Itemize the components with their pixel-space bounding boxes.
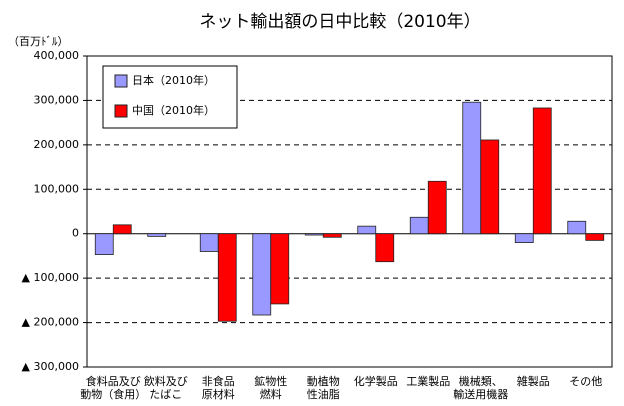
x-tick-label: 工業製品 xyxy=(406,374,450,388)
x-tick-label: 雑製品 xyxy=(517,374,550,388)
legend-swatch xyxy=(114,74,128,88)
bar xyxy=(409,216,429,235)
bar xyxy=(427,180,447,235)
bar xyxy=(514,233,534,243)
bar xyxy=(304,233,324,236)
x-tick-label: 機械類、輸送用機器 xyxy=(453,374,508,401)
x-tick-label: 食料品及び動物（食用） xyxy=(80,374,146,401)
bar xyxy=(147,233,167,237)
bar xyxy=(199,233,219,252)
y-tick-label: ▲ 300,000 xyxy=(22,360,79,373)
y-tick-label: 300,000 xyxy=(34,93,80,106)
y-unit: （百万ﾄﾞﾙ） xyxy=(8,35,69,48)
bar xyxy=(322,233,342,238)
y-tick-label: 400,000 xyxy=(34,49,80,62)
y-tick-label: 200,000 xyxy=(34,138,80,151)
bar xyxy=(94,233,114,255)
x-tick-label: 鉱物性燃料 xyxy=(254,374,287,401)
bar xyxy=(532,107,552,235)
x-tick-label: 動植物性油脂 xyxy=(307,374,340,401)
chart-title: ネット輸出額の日中比較（2010年） xyxy=(199,12,480,32)
legend-label: 中国（2010年） xyxy=(132,103,215,117)
bar xyxy=(252,233,272,316)
bar xyxy=(270,233,290,305)
bar xyxy=(375,233,395,263)
x-tick-label: 非食品原材料 xyxy=(202,374,235,401)
legend-label: 日本（2010年） xyxy=(132,73,215,87)
bar xyxy=(585,233,605,241)
bar xyxy=(462,101,482,235)
bar xyxy=(357,225,377,235)
x-tick-label: その他 xyxy=(569,375,602,388)
y-tick-label: ▲ 100,000 xyxy=(22,271,79,284)
plot-area xyxy=(86,55,613,368)
bar xyxy=(112,224,132,235)
bar xyxy=(480,139,500,235)
bar xyxy=(567,220,587,235)
y-tick-label: 0 xyxy=(72,227,79,240)
x-tick-label: 化学製品 xyxy=(354,374,398,388)
legend-swatch xyxy=(114,104,128,118)
x-tick-label: 飲料及びたばこ xyxy=(144,374,188,401)
y-tick-label: 100,000 xyxy=(34,182,80,195)
bar xyxy=(217,233,237,322)
y-tick-label: ▲ 200,000 xyxy=(22,316,79,329)
